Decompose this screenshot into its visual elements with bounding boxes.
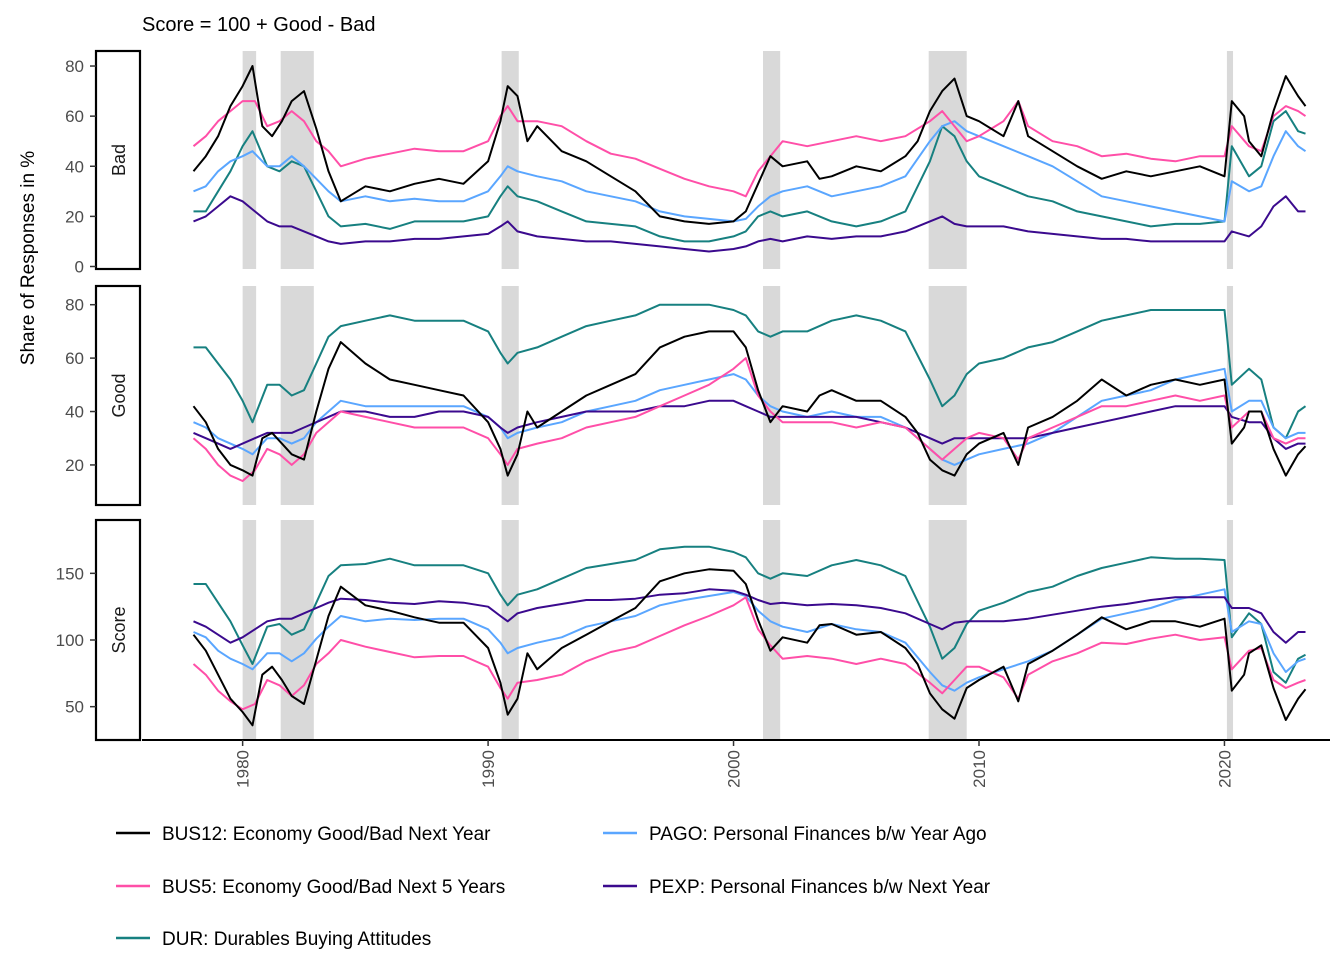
y-tick-label: 20 [65, 207, 84, 226]
series-line-pexp [193, 588, 1306, 644]
facet-label: Bad [109, 144, 129, 176]
legend-item: DUR: Durables Buying Attitudes [116, 929, 431, 950]
recession-band [928, 520, 967, 740]
series-line-bus12 [192, 568, 1307, 727]
x-axis: 1980 1990 2000 2010 2020 [142, 739, 1330, 788]
series-line-pago [193, 120, 1307, 223]
chart-subtitle: Score = 100 + Good - Bad [142, 14, 376, 36]
y-tick-label: 150 [56, 564, 84, 583]
legend-item: BUS5: Economy Good/Bad Next 5 Years [116, 877, 505, 898]
recession-band [501, 520, 519, 740]
series-line-bus5 [192, 596, 1306, 711]
series-line-bus12 [192, 330, 1307, 477]
legend-label: PEXP: Personal Finances b/w Next Year [649, 877, 991, 898]
legend-label: BUS5: Economy Good/Bad Next 5 Years [162, 877, 505, 898]
series-line-dur [193, 545, 1306, 684]
series-line-bus5 [192, 100, 1307, 198]
recession-band [763, 520, 781, 740]
series-line-bus12 [192, 65, 1307, 225]
y-tick-label: 50 [65, 698, 84, 717]
y-tick-label: 0 [75, 257, 84, 276]
recession-band [928, 286, 967, 505]
series-line-pago [193, 367, 1306, 466]
legend-label: DUR: Durables Buying Attitudes [162, 929, 431, 950]
facet-strip-bad [94, 49, 142, 271]
recession-band [280, 286, 314, 505]
recession-band [501, 51, 519, 269]
y-tick-label: 100 [56, 631, 84, 650]
panels-layer: Bad 0 20 40 60 80 Good 20 40 60 80 Score 50 100 150 [56, 49, 1307, 742]
series-line-dur [193, 303, 1307, 440]
legend-item: PEXP: Personal Finances b/w Next Year [603, 877, 991, 898]
facet-label: Score [109, 606, 129, 653]
panel-good: Good 20 40 60 80 [65, 284, 1307, 507]
series-line-dur [193, 110, 1306, 243]
recession-band [928, 51, 967, 269]
facet-strip-score [94, 518, 142, 742]
legend: BUS12: Economy Good/Bad Next Year BUS5: E… [116, 824, 991, 950]
x-tick-label: 2020 [1215, 750, 1234, 788]
legend-item: PAGO: Personal Finances b/w Year Ago [603, 824, 987, 845]
recession-band [1226, 520, 1234, 740]
y-tick-label: 80 [65, 57, 84, 76]
facet-label: Good [109, 373, 129, 417]
x-tick-label: 1980 [234, 750, 253, 788]
recession-band [763, 51, 781, 269]
series-line-pexp [193, 195, 1306, 253]
series-line-pago [193, 588, 1306, 692]
x-tick-label: 2000 [725, 750, 744, 788]
legend-label: BUS12: Economy Good/Bad Next Year [162, 824, 491, 845]
recession-band [501, 286, 519, 505]
recession-band [242, 51, 257, 269]
series-line-pexp [193, 399, 1306, 450]
recession-band [763, 286, 781, 505]
legend-item: BUS12: Economy Good/Bad Next Year [116, 824, 491, 845]
panel-bad: Bad 0 20 40 60 80 [65, 49, 1307, 276]
recession-band [242, 520, 257, 740]
panel-score: Score 50 100 150 [56, 518, 1307, 742]
legend-label: PAGO: Personal Finances b/w Year Ago [649, 824, 987, 845]
y-tick-label: 20 [65, 456, 84, 475]
y-tick-label: 80 [65, 296, 84, 315]
series-line-bus5 [192, 357, 1306, 482]
x-tick-label: 1990 [479, 750, 498, 788]
y-tick-label: 60 [65, 349, 84, 368]
y-tick-label: 40 [65, 157, 84, 176]
x-tick-label: 2010 [970, 750, 989, 788]
y-axis-title: Share of Responses in % [18, 151, 39, 366]
y-tick-label: 40 [65, 403, 84, 422]
y-tick-label: 60 [65, 107, 84, 126]
